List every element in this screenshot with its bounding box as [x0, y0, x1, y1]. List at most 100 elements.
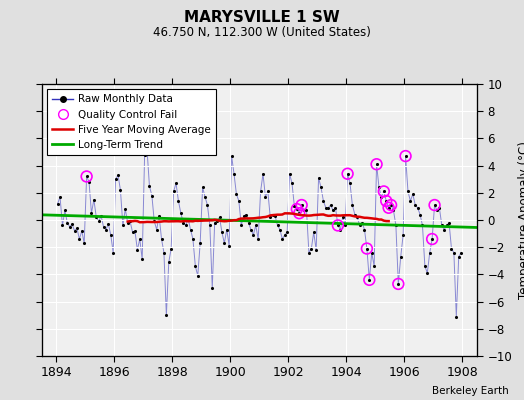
Point: [343, 170, 352, 177]
Point: [276, 226, 284, 233]
Point: [102, 226, 110, 233]
Point: [162, 312, 170, 318]
Point: [63, 220, 71, 226]
Point: [310, 229, 318, 236]
Point: [339, 214, 347, 220]
Point: [85, 179, 93, 185]
Point: [94, 218, 103, 224]
Point: [363, 245, 371, 252]
Point: [324, 204, 332, 211]
Point: [82, 173, 91, 180]
Point: [442, 222, 451, 229]
Point: [365, 277, 374, 283]
Point: [280, 232, 289, 238]
Point: [379, 188, 388, 195]
Point: [428, 236, 436, 242]
Point: [157, 236, 166, 242]
Point: [53, 200, 62, 207]
Point: [213, 218, 221, 224]
Point: [286, 170, 294, 177]
Point: [268, 211, 277, 218]
Point: [201, 194, 209, 200]
Point: [312, 247, 320, 253]
Point: [145, 183, 154, 189]
Point: [187, 226, 195, 233]
Point: [375, 184, 383, 190]
Text: 46.750 N, 112.300 W (United States): 46.750 N, 112.300 W (United States): [153, 26, 371, 39]
Point: [363, 245, 371, 252]
Point: [305, 250, 313, 256]
Point: [237, 222, 245, 229]
Point: [244, 220, 253, 226]
Point: [68, 221, 77, 227]
Text: MARYSVILLE 1 SW: MARYSVILLE 1 SW: [184, 10, 340, 25]
Point: [174, 198, 183, 204]
Point: [61, 207, 69, 214]
Point: [430, 202, 439, 208]
Point: [438, 222, 446, 229]
Point: [397, 254, 405, 260]
Point: [256, 188, 265, 195]
Point: [225, 243, 233, 249]
Point: [78, 228, 86, 234]
Point: [97, 213, 105, 219]
Point: [421, 263, 429, 270]
Point: [131, 228, 139, 234]
Point: [100, 224, 108, 230]
Point: [215, 214, 224, 220]
Point: [423, 270, 431, 276]
Point: [247, 226, 255, 233]
Point: [278, 236, 287, 242]
Point: [411, 202, 419, 208]
Point: [116, 187, 125, 193]
Point: [298, 202, 306, 208]
Point: [133, 247, 141, 253]
Point: [292, 206, 301, 212]
Point: [385, 204, 393, 211]
Point: [329, 207, 337, 214]
Point: [167, 245, 176, 252]
Point: [70, 228, 79, 234]
Text: Berkeley Earth: Berkeley Earth: [432, 386, 508, 396]
Point: [346, 180, 354, 186]
Point: [199, 184, 207, 190]
Point: [88, 210, 96, 216]
Point: [148, 192, 156, 199]
Point: [387, 202, 395, 208]
Point: [196, 240, 204, 246]
Point: [136, 236, 144, 242]
Point: [114, 172, 122, 178]
Point: [288, 180, 296, 186]
Point: [302, 207, 311, 214]
Point: [211, 220, 219, 226]
Point: [152, 226, 161, 233]
Point: [193, 272, 202, 279]
Point: [452, 313, 461, 320]
Point: [355, 222, 364, 229]
Legend: Raw Monthly Data, Quality Control Fail, Five Year Moving Average, Long-Term Tren: Raw Monthly Data, Quality Control Fail, …: [47, 89, 216, 155]
Point: [235, 198, 243, 204]
Point: [406, 198, 414, 204]
Point: [377, 194, 386, 200]
Point: [104, 221, 113, 227]
Point: [179, 220, 188, 226]
Point: [138, 256, 146, 263]
Point: [283, 229, 291, 236]
Point: [409, 191, 417, 197]
Point: [389, 207, 398, 214]
Point: [399, 232, 407, 238]
Point: [205, 222, 214, 229]
Point: [254, 236, 263, 242]
Point: [58, 222, 67, 229]
Point: [169, 188, 178, 195]
Point: [382, 198, 390, 204]
Point: [290, 203, 299, 210]
Point: [348, 202, 357, 208]
Point: [220, 240, 228, 246]
Point: [239, 213, 248, 219]
Point: [413, 204, 422, 211]
Point: [317, 184, 325, 190]
Point: [334, 222, 342, 229]
Point: [56, 194, 64, 200]
Point: [300, 207, 308, 214]
